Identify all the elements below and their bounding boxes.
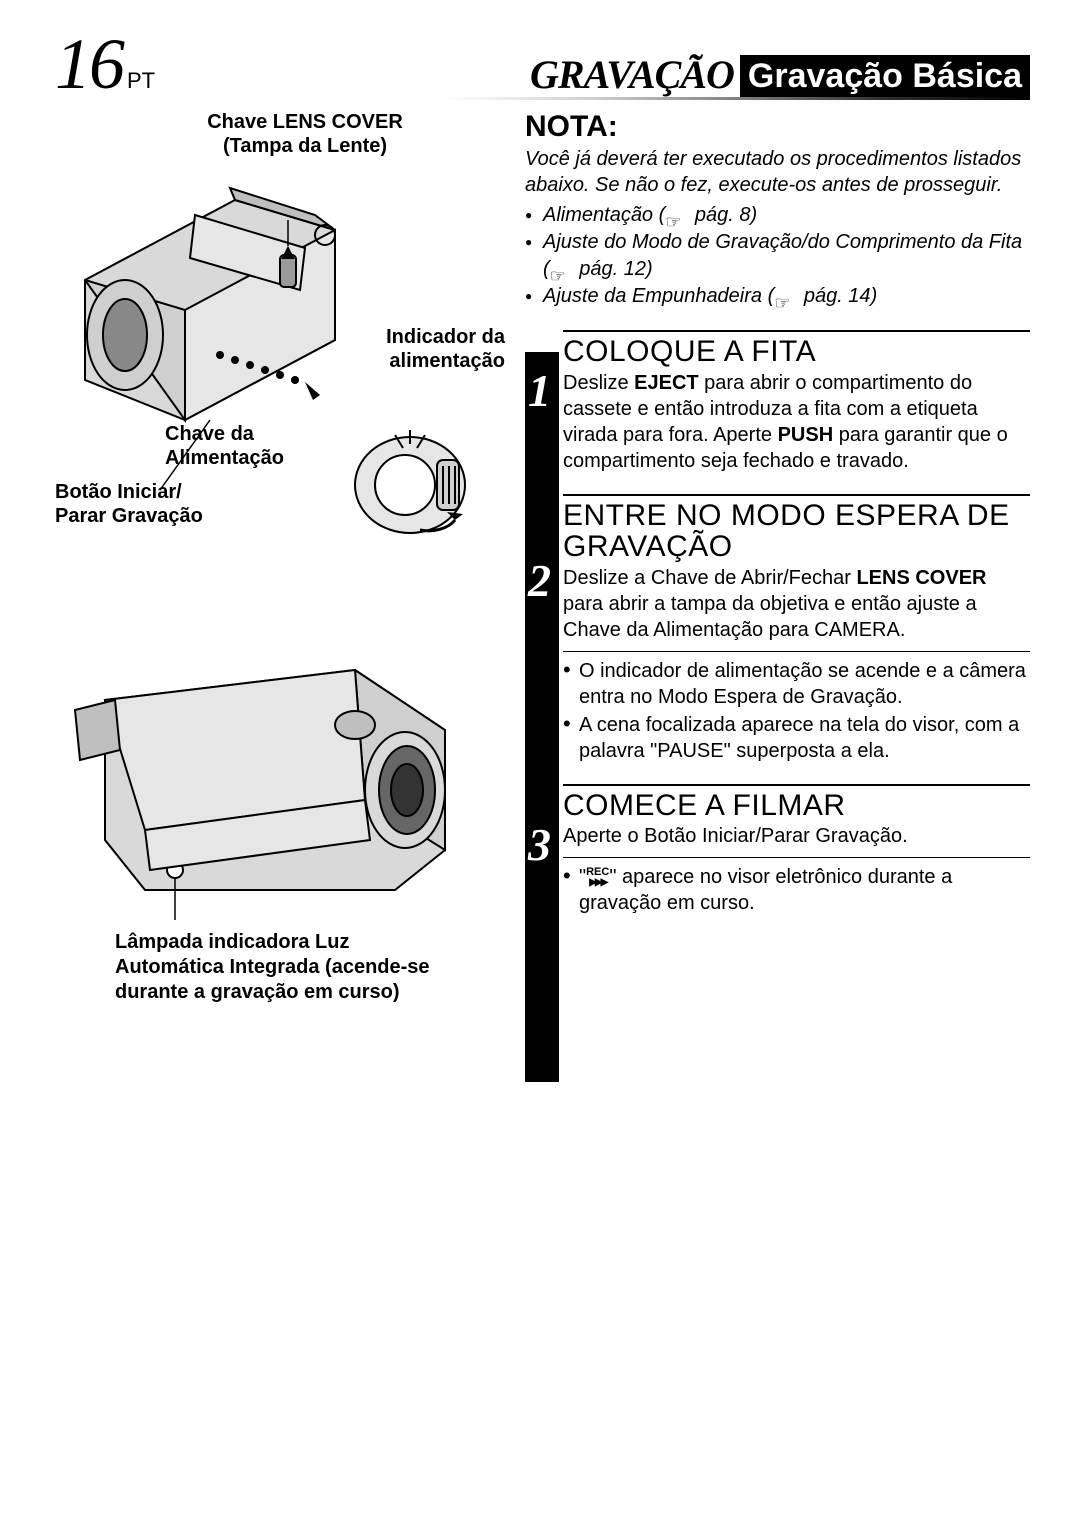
- page-header: 16 PT GRAVAÇÃO Gravação Básica: [55, 30, 1030, 100]
- step-sub-item: "REC▶▶▶" aparece no visor eletrônico dur…: [563, 864, 1030, 916]
- step-number: 3: [528, 818, 551, 871]
- step-1: 1 COLOQUE A FITA Deslize EJECT para abri…: [525, 330, 1030, 474]
- step-3: 3 COMECE A FILMAR Aperte o Botão Iniciar…: [525, 784, 1030, 917]
- page-ref-icon: [665, 209, 689, 223]
- page-ref-icon: [774, 290, 798, 304]
- header-gradient: [55, 97, 1030, 100]
- step-body: Deslize EJECT para abrir o compartimento…: [563, 370, 1030, 474]
- step-body: Aperte o Botão Iniciar/Parar Gravação.: [563, 823, 1030, 849]
- page-number: 16: [55, 28, 123, 100]
- page-ref-icon: [550, 263, 574, 277]
- page-language: PT: [127, 68, 155, 94]
- step-title: COLOQUE A FITA: [563, 336, 1030, 368]
- step-sub-item: O indicador de alimentação se acende e a…: [563, 658, 1030, 710]
- rec-icon: REC▶▶▶: [586, 868, 609, 888]
- step-body: Deslize a Chave de Abrir/Fechar LENS COV…: [563, 565, 1030, 643]
- steps-container: 1 COLOQUE A FITA Deslize EJECT para abri…: [525, 330, 1030, 916]
- step-number: 2: [528, 554, 551, 607]
- nota-intro: Você já deverá ter executado os procedim…: [525, 146, 1030, 198]
- step-sublist: "REC▶▶▶" aparece no visor eletrônico dur…: [563, 864, 1030, 916]
- section-subtitle: Gravação Básica: [740, 55, 1030, 100]
- nota-item: Ajuste da Empunhadeira ( pág. 14): [525, 283, 1030, 310]
- diagram-camera-back: Chave LENS COVER(Tampa da Lente) Indicad…: [55, 110, 505, 560]
- nota-item: Alimentação ( pág. 8): [525, 202, 1030, 229]
- step-sublist: O indicador de alimentação se acende e a…: [563, 658, 1030, 764]
- camera-front-illustration: [55, 640, 475, 920]
- step-number: 1: [528, 364, 551, 417]
- camera-back-illustration: [55, 160, 485, 560]
- nota-list: Alimentação ( pág. 8) Ajuste do Modo de …: [525, 202, 1030, 310]
- label-tally-lamp: Lâmpada indicadora Luz Automática Integr…: [115, 930, 435, 1005]
- step-2: 2 ENTRE NO MODO ESPERA DE GRAVAÇÃO Desli…: [525, 494, 1030, 764]
- nota-item: Ajuste do Modo de Gravação/do Compriment…: [525, 229, 1030, 283]
- section-title: GRAVAÇÃO: [530, 51, 734, 100]
- step-sub-item: A cena focalizada aparece na tela do vis…: [563, 712, 1030, 764]
- label-lens-cover: Chave LENS COVER(Tampa da Lente): [185, 110, 425, 158]
- nota-block: NOTA: Você já deverá ter executado os pr…: [525, 110, 1030, 310]
- step-title: ENTRE NO MODO ESPERA DE GRAVAÇÃO: [563, 500, 1030, 563]
- step-title: COMECE A FILMAR: [563, 790, 1030, 822]
- nota-title: NOTA:: [525, 110, 1030, 144]
- diagram-camera-front: Lâmpada indicadora Luz Automática Integr…: [55, 640, 505, 1040]
